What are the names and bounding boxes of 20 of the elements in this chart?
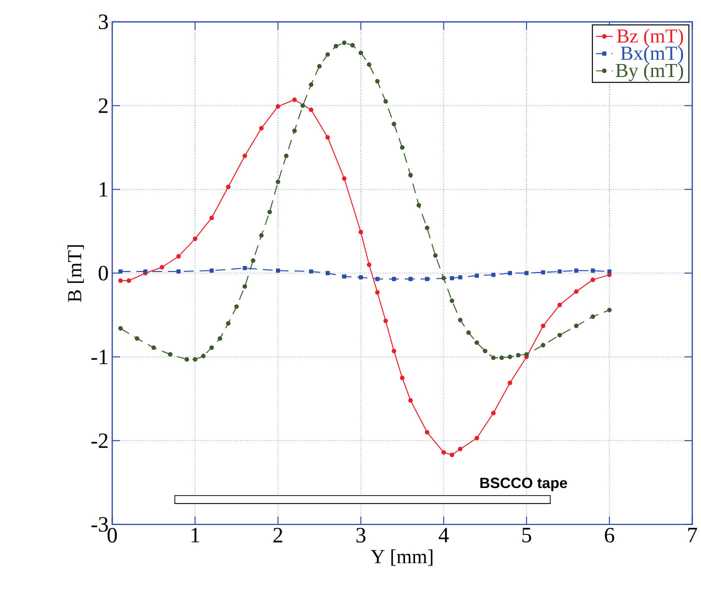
x-tick-label: 2 (273, 528, 282, 542)
y-tick-label: 1 (100, 182, 108, 197)
x-tick-label: 7 (688, 528, 698, 542)
y-tick-label: -3 (91, 517, 108, 532)
y-tick-label: -1 (91, 350, 108, 364)
y-tick-label: 2 (98, 98, 108, 113)
legend-label: By (mT) (616, 63, 684, 82)
x-axis-title: Y [mm] (370, 549, 432, 566)
x-tick-label: 6 (604, 528, 614, 543)
y-tick-label: 0 (98, 266, 108, 281)
x-tick-label: 5 (522, 528, 532, 542)
legend-label: Bz (mT) (616, 28, 684, 47)
y-tick-label: 3 (98, 14, 108, 30)
x-tick-label: 1 (192, 528, 200, 542)
y-axis-title: B [mT] (67, 245, 84, 302)
annotation: BSCCO tape (480, 478, 568, 492)
y-tick-label: -2 (91, 433, 108, 448)
x-tick-label: 4 (438, 528, 449, 542)
x-tick-label: 3 (356, 528, 366, 543)
legend-label: Bx(mT) (620, 46, 684, 64)
